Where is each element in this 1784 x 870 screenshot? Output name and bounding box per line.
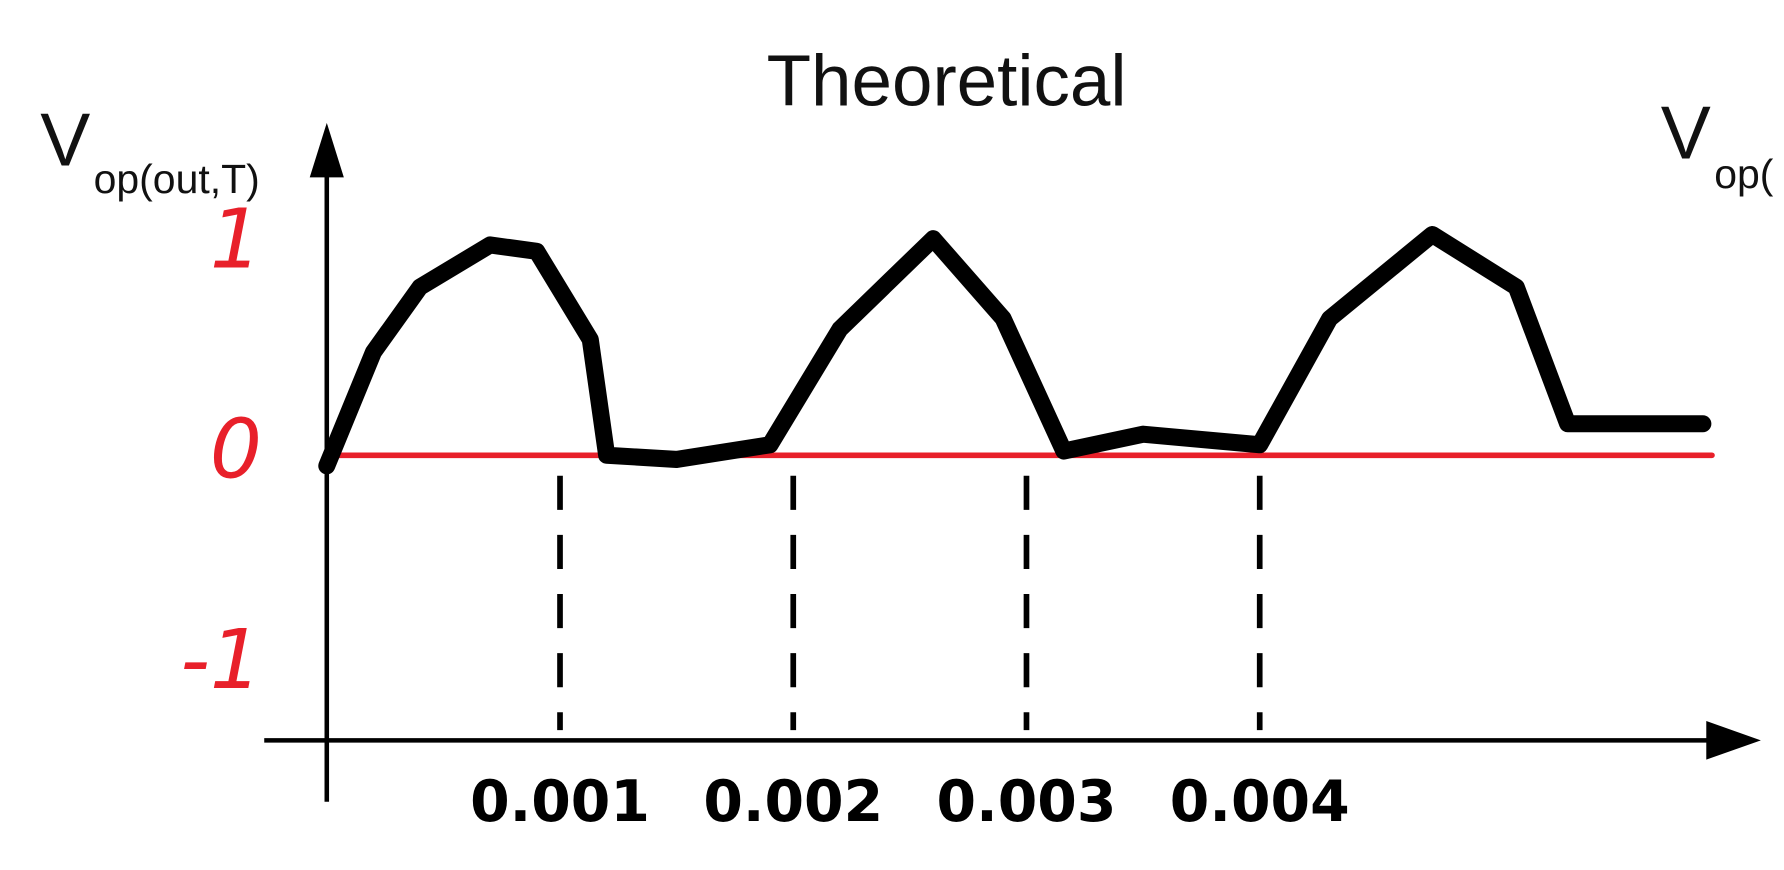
y-axis-label: V	[40, 97, 90, 181]
chart-title: Theoretical	[767, 41, 1127, 122]
right-label-sub: op(	[1714, 151, 1774, 197]
x-tick-label: 0.001	[470, 769, 650, 835]
x-tick-label: 0.004	[1170, 769, 1350, 835]
y-axis-arrow	[309, 122, 344, 178]
x-axis-arrow	[1706, 721, 1761, 760]
y-axis-label-sub: op(out,T)	[94, 156, 260, 202]
y-tick-label: 1	[210, 192, 262, 287]
y-tick-label: -1	[180, 613, 262, 708]
right-label: V	[1661, 91, 1711, 175]
x-tick-label: 0.002	[703, 769, 883, 835]
curve	[318, 225, 1712, 475]
y-tick-label: 0	[210, 403, 262, 498]
x-tick-label: 0.003	[937, 769, 1117, 835]
